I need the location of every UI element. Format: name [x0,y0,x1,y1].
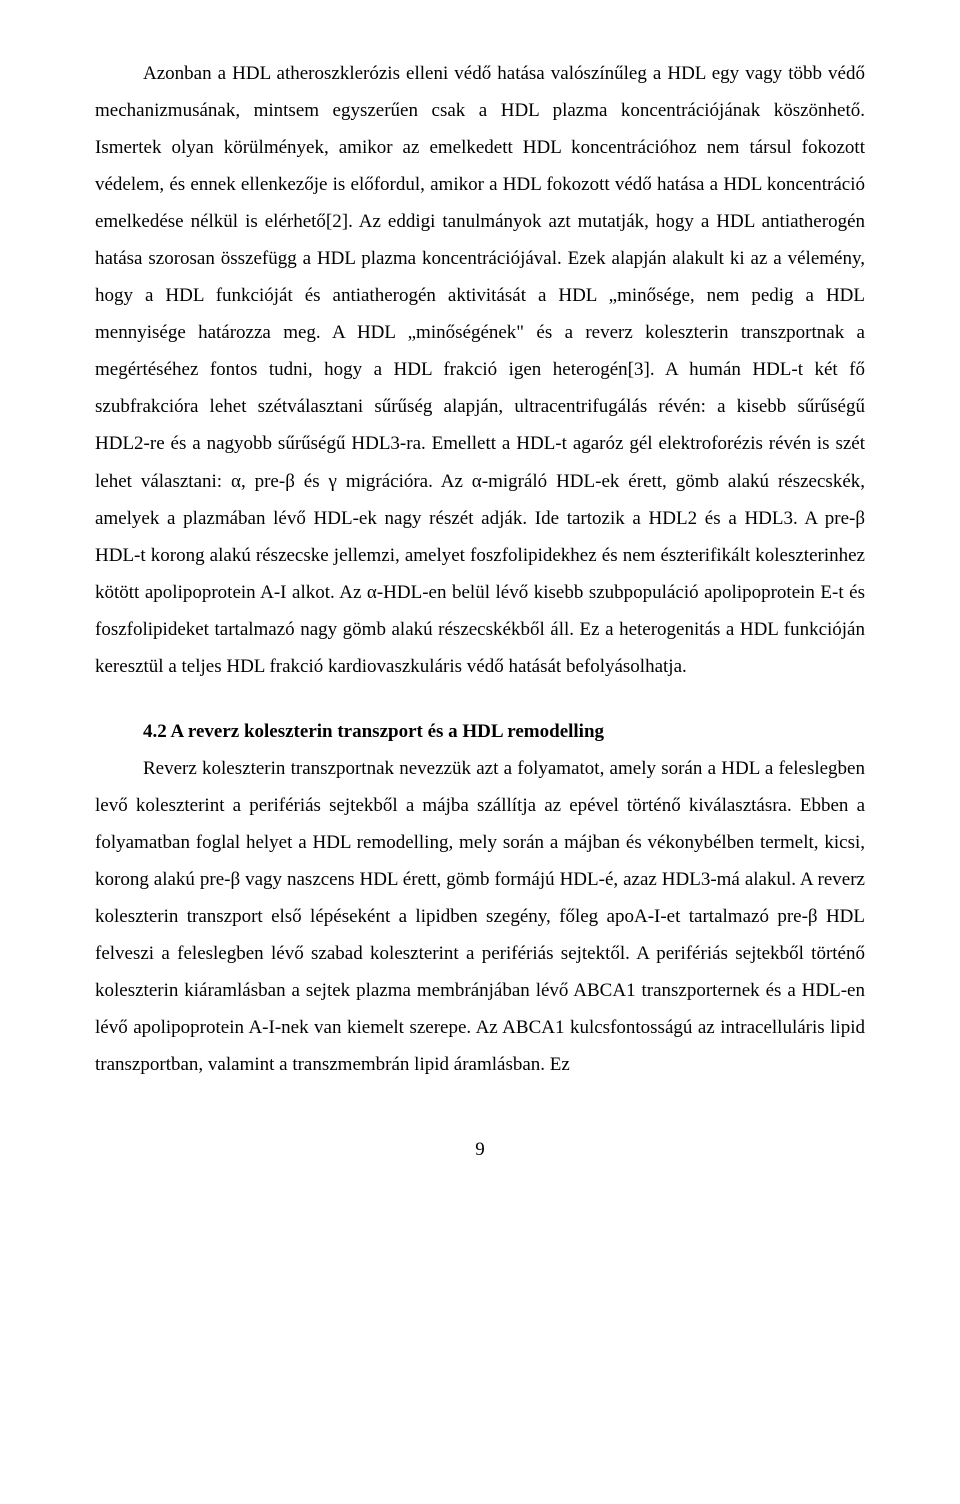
section-title-4-2: 4.2 A reverz koleszterin transzport és a… [95,713,865,750]
body-paragraph-1: Azonban a HDL atheroszklerózis elleni vé… [95,55,865,685]
body-paragraph-2: Reverz koleszterin transzportnak nevezzü… [95,750,865,1083]
page-number: 9 [95,1131,865,1168]
